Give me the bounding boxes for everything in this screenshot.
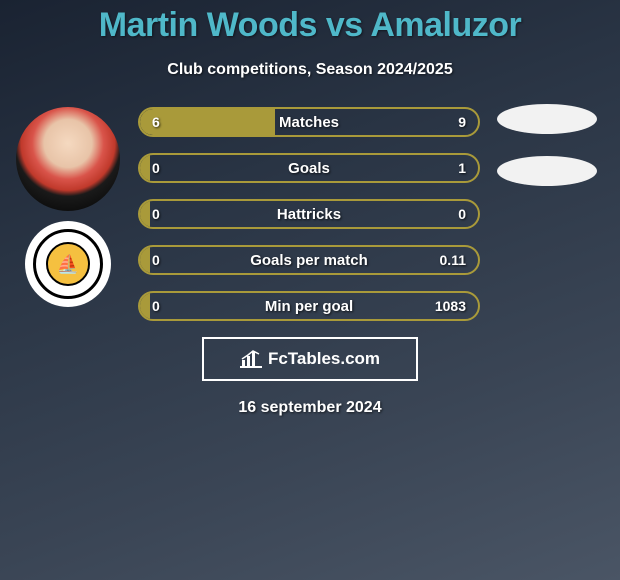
stat-bar: 0Hattricks0 [138, 199, 480, 229]
brand-box: FcTables.com [202, 337, 418, 381]
page-title: Martin Woods vs Amaluzor [0, 0, 620, 45]
subtitle: Club competitions, Season 2024/2025 [0, 61, 620, 79]
left-column: ⛵ [8, 107, 128, 307]
stat-label: Goals [140, 155, 478, 181]
stat-bar: 0Min per goal1083 [138, 291, 480, 321]
stat-right-value: 0.11 [440, 247, 466, 273]
stat-right-value: 1083 [435, 293, 466, 319]
stat-bar: 0Goals1 [138, 153, 480, 183]
date-text: 16 september 2024 [0, 399, 620, 417]
stat-bar: 0Goals per match0.11 [138, 245, 480, 275]
player-avatar [16, 107, 120, 211]
stat-right-value: 9 [458, 109, 466, 135]
opponent-avatar-placeholder [497, 156, 597, 186]
stat-label: Min per goal [140, 293, 478, 319]
club-badge-ring: ⛵ [33, 229, 103, 299]
stat-right-value: 1 [458, 155, 466, 181]
content-area: ⛵ 6Matches90Goals10Hattricks00Goals per … [0, 107, 620, 321]
stats-bars: 6Matches90Goals10Hattricks00Goals per ma… [138, 107, 480, 321]
chart-icon [240, 350, 262, 368]
club-badge-center: ⛵ [46, 242, 90, 286]
stat-right-value: 0 [458, 201, 466, 227]
stat-label: Matches [140, 109, 478, 135]
club-badge: ⛵ [25, 221, 111, 307]
stat-label: Hattricks [140, 201, 478, 227]
stat-bar: 6Matches9 [138, 107, 480, 137]
brand-text: FcTables.com [268, 349, 380, 369]
stat-label: Goals per match [140, 247, 478, 273]
right-column [492, 104, 602, 208]
opponent-avatar-placeholder [497, 104, 597, 134]
